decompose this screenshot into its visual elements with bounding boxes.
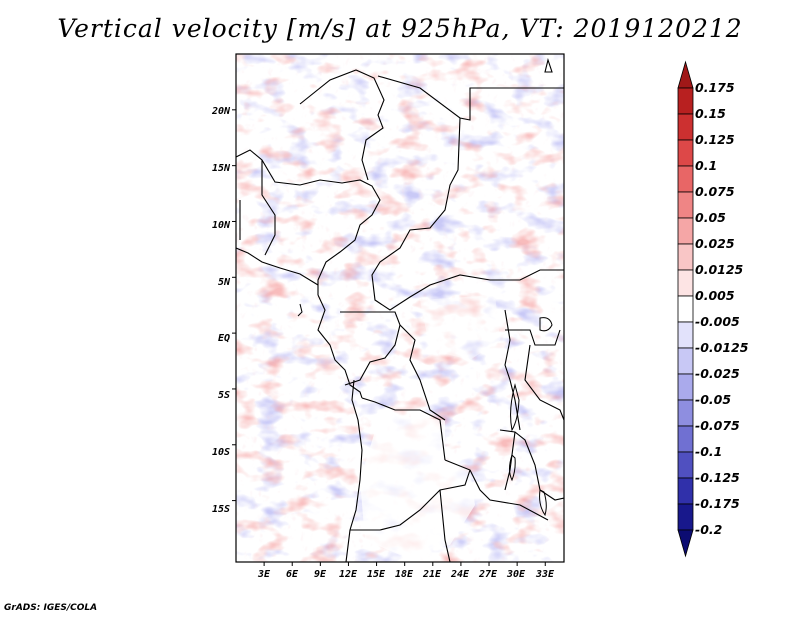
colorbar-swatches — [677, 60, 694, 558]
colorbar-label: -0.005 — [695, 314, 740, 329]
lon-tick-label: 6E — [286, 569, 299, 580]
colorbar-swatch — [677, 503, 694, 531]
lat-tick-label: 20N — [211, 106, 231, 117]
colorbar-swatch — [677, 321, 694, 349]
colorbar-swatch — [677, 269, 694, 297]
lat-tick-marks — [232, 109, 236, 502]
lon-tick-label: 15E — [367, 569, 386, 580]
lat-tick-label: 5N — [218, 277, 231, 288]
colorbar-label: 0.175 — [695, 80, 735, 95]
lakes — [297, 303, 553, 517]
colorbar-swatch — [677, 60, 694, 89]
lon-tick-marks — [263, 562, 546, 566]
colorbar-swatch — [677, 191, 694, 219]
velocity-field — [236, 54, 564, 562]
colorbar-label: 0.15 — [695, 106, 726, 121]
colorbar-label: 0.125 — [695, 132, 735, 147]
colorbar-label: -0.05 — [695, 392, 731, 407]
colorbar-label: 0.1 — [695, 158, 717, 173]
colorbar-label: -0.025 — [695, 366, 740, 381]
colorbar-swatch — [677, 243, 694, 271]
map-frame — [235, 53, 565, 563]
lat-tick-labels: 20N 15N 10N 5N EQ 5S 10S 15S — [211, 106, 231, 515]
colorbar-label: 0.0125 — [695, 262, 744, 277]
colorbar-label: -0.2 — [695, 522, 722, 537]
lon-tick-label: 30E — [506, 569, 526, 580]
colorbar-swatch — [677, 347, 694, 375]
colorbar-label: 0.005 — [695, 288, 735, 303]
colorbar: 0.175 0.15 0.125 0.1 0.075 0.05 0.025 0.… — [677, 60, 749, 558]
map-title: Vertical velocity [m/s] at 925hPa, VT: 2… — [57, 14, 743, 43]
colorbar-swatch — [677, 529, 694, 558]
colorbar-label: 0.05 — [695, 210, 726, 225]
lat-tick-label: 15S — [212, 504, 230, 515]
lon-tick-label: 21E — [422, 569, 442, 580]
colorbar-label: -0.175 — [695, 496, 740, 511]
lat-tick-label: 15N — [212, 163, 231, 174]
colorbar-label: -0.125 — [695, 470, 740, 485]
colorbar-swatch — [677, 373, 694, 401]
footer-credit: GrADS: IGES/COLA — [4, 603, 98, 613]
lon-tick-label: 3E — [257, 569, 271, 580]
colorbar-swatch — [677, 451, 694, 479]
colorbar-swatch — [677, 87, 694, 115]
lon-tick-label: 18E — [395, 569, 414, 580]
colorbar-swatch — [677, 165, 694, 193]
lon-tick-label: 33E — [535, 569, 555, 580]
lon-tick-label: 24E — [450, 569, 470, 580]
colorbar-swatch — [677, 139, 694, 167]
colorbar-label: 0.025 — [695, 236, 735, 251]
colorbar-swatch — [677, 113, 694, 141]
country-borders — [236, 58, 564, 562]
lon-tick-label: 27E — [478, 569, 498, 580]
colorbar-label: 0.075 — [695, 184, 735, 199]
lat-tick-label: 10N — [212, 220, 231, 231]
colorbar-label: -0.0125 — [695, 340, 749, 355]
colorbar-label: -0.075 — [695, 418, 740, 433]
lat-tick-label: EQ — [218, 333, 230, 344]
colorbar-label: -0.1 — [695, 444, 722, 459]
lon-tick-labels: 3E 6E 9E 12E 15E 18E 21E 24E 27E 30E 33E — [257, 569, 555, 580]
colorbar-labels: 0.175 0.15 0.125 0.1 0.075 0.05 0.025 0.… — [695, 80, 749, 537]
lat-tick-label: 10S — [212, 447, 230, 458]
colorbar-swatch — [677, 425, 694, 453]
lat-tick-label: 5S — [218, 390, 230, 401]
lon-tick-label: 9E — [314, 569, 327, 580]
lon-tick-label: 12E — [339, 569, 358, 580]
colorbar-swatch — [677, 399, 694, 427]
colorbar-swatch — [677, 477, 694, 505]
colorbar-swatch — [677, 217, 694, 245]
colorbar-swatch — [677, 295, 694, 323]
